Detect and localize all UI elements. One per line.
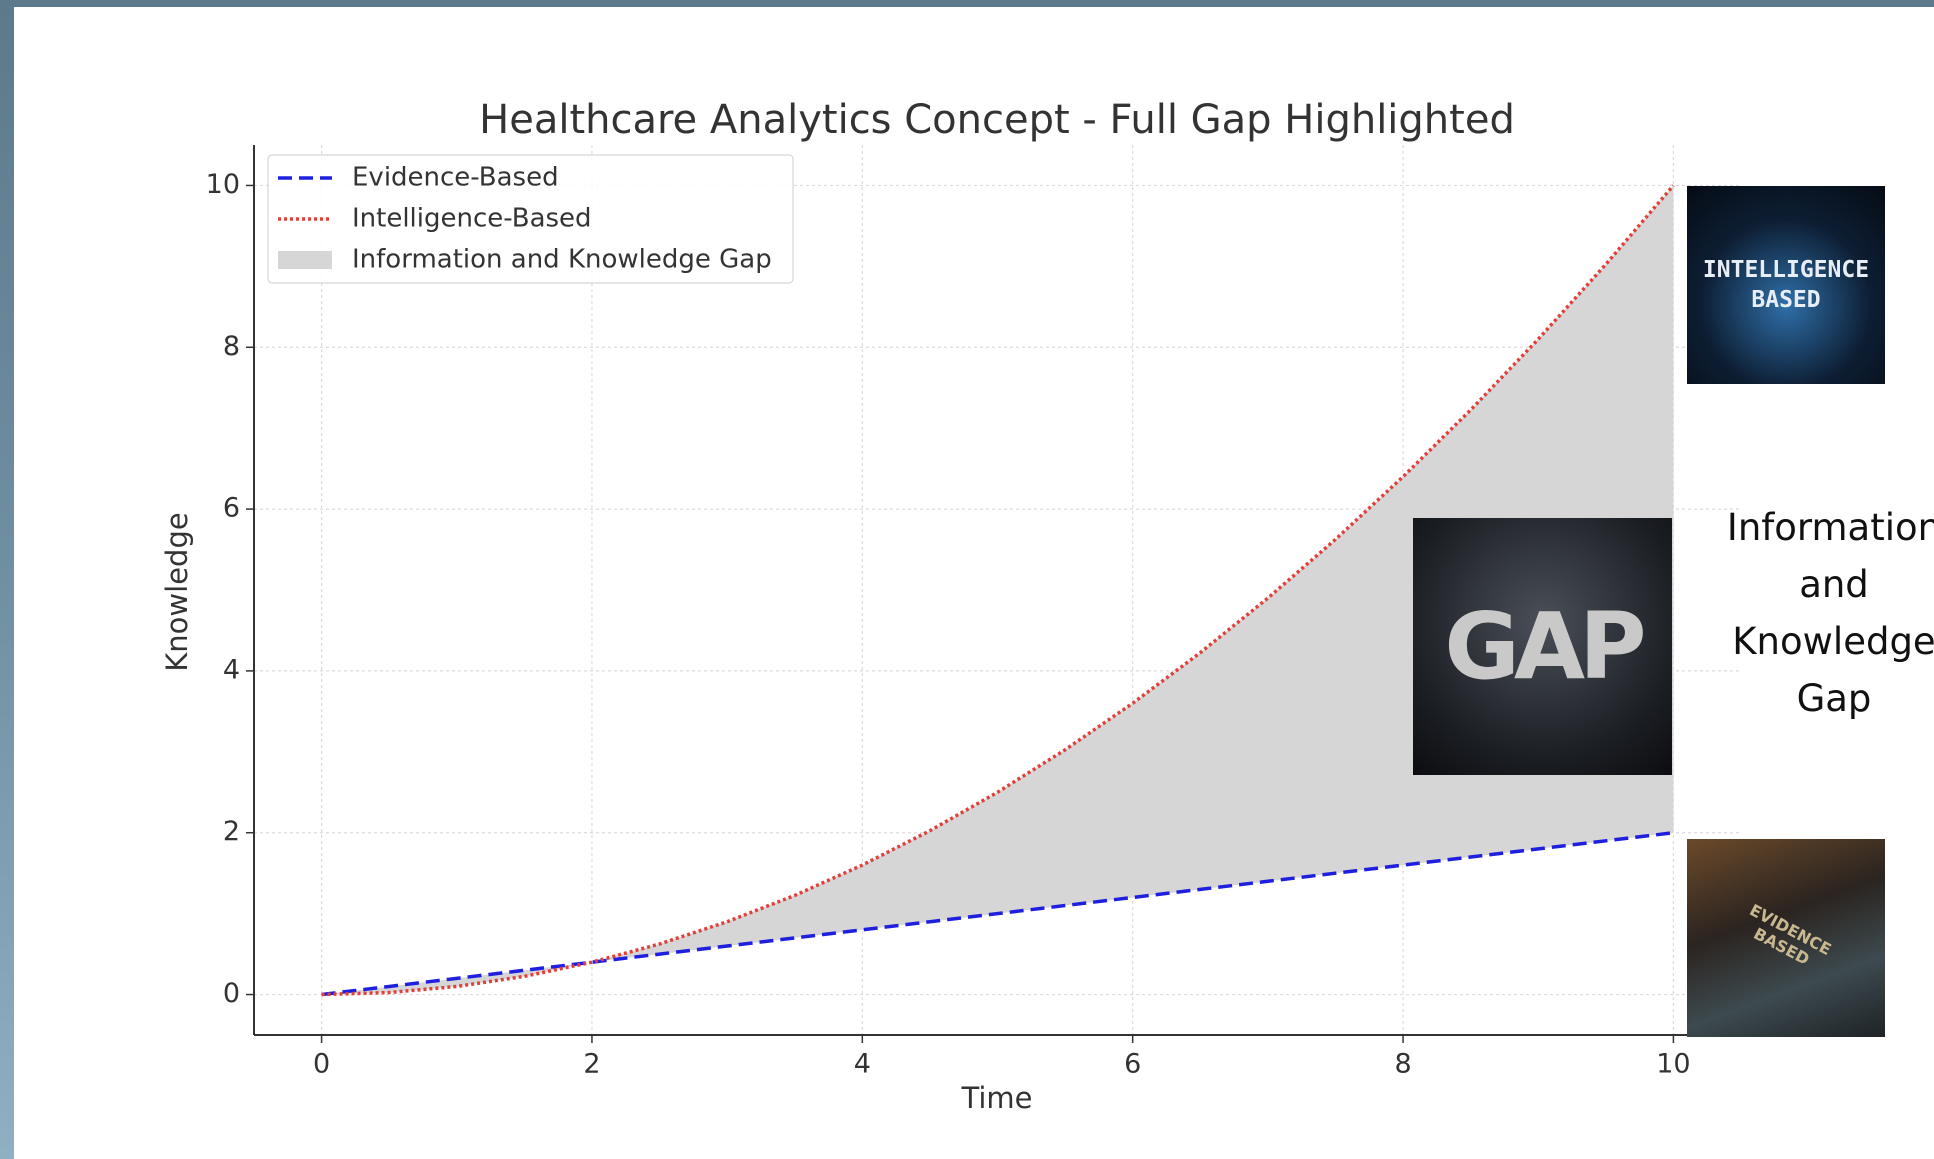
image-text: EVIDENCE BASED <box>1746 900 1835 969</box>
chart-title: Healthcare Analytics Concept - Full Gap … <box>479 97 1515 143</box>
y-axis-label: Knowledge <box>160 512 194 671</box>
legend-swatch <box>278 251 332 269</box>
legend-label: Evidence-Based <box>352 163 559 193</box>
evidence-image: EVIDENCE BASED <box>1687 839 1885 1037</box>
x-tick-label: 6 <box>1124 1049 1141 1080</box>
legend-label: Information and Knowledge Gap <box>352 245 772 275</box>
slide: Healthcare Analytics Concept - Full Gap … <box>14 7 1934 1159</box>
x-tick-label: 2 <box>583 1049 600 1080</box>
image-text: INTELLIGENCE BASED <box>1702 257 1870 313</box>
y-tick-label: 2 <box>223 816 240 847</box>
x-axis-label: Time <box>961 1081 1033 1115</box>
x-tick-label: 10 <box>1656 1049 1690 1080</box>
y-tick-label: 0 <box>223 978 240 1009</box>
chart: Healthcare Analytics Concept - Full Gap … <box>160 97 1741 1115</box>
annotation: Information and Knowledge Gap <box>1726 506 1934 720</box>
y-tick-label: 6 <box>223 493 240 524</box>
series-line <box>321 184 1675 997</box>
intelligence-image: INTELLIGENCE BASED <box>1687 186 1885 384</box>
y-tick-label: 8 <box>223 331 240 362</box>
gap-image: GAP <box>1413 518 1672 775</box>
x-tick-label: 4 <box>854 1049 871 1080</box>
legend-box <box>267 154 794 284</box>
y-tick-label: 4 <box>223 654 240 685</box>
legend-label: Intelligence-Based <box>352 204 592 234</box>
y-tick-label: 10 <box>206 169 240 200</box>
x-tick-label: 8 <box>1394 1049 1411 1080</box>
gap-area <box>321 185 1674 995</box>
image-text: GAP <box>1444 593 1646 700</box>
series-line <box>321 830 1674 997</box>
x-tick-label: 0 <box>313 1049 330 1080</box>
